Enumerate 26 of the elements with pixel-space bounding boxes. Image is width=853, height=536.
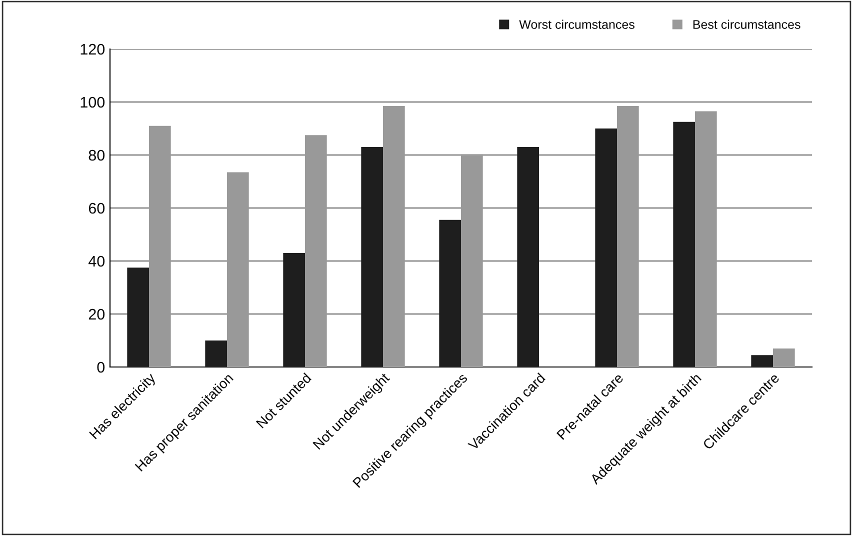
legend-label: Best circumstances (693, 20, 800, 29)
bar (517, 147, 539, 367)
bar (773, 348, 795, 367)
legend-label: Worst circumstances (519, 20, 634, 29)
y-tick-label: 20 (88, 308, 105, 320)
bar (617, 106, 639, 367)
y-tick-label: 0 (97, 362, 105, 373)
bar (205, 340, 227, 367)
y-tick-label: 100 (80, 96, 105, 108)
bar (227, 172, 249, 367)
bar (461, 155, 483, 367)
bar (673, 122, 695, 367)
bar (439, 220, 461, 367)
bar (383, 106, 405, 367)
y-tick-label: 120 (80, 44, 105, 55)
bar (361, 147, 383, 367)
bar (305, 135, 327, 367)
bar (595, 128, 617, 367)
bar (283, 253, 305, 367)
y-tick-label: 80 (88, 150, 105, 161)
y-tick-label: 40 (88, 256, 105, 267)
bar (149, 126, 171, 367)
bar (751, 355, 773, 367)
y-tick-label: 60 (88, 202, 105, 214)
bar (127, 268, 149, 367)
bar (695, 111, 717, 367)
